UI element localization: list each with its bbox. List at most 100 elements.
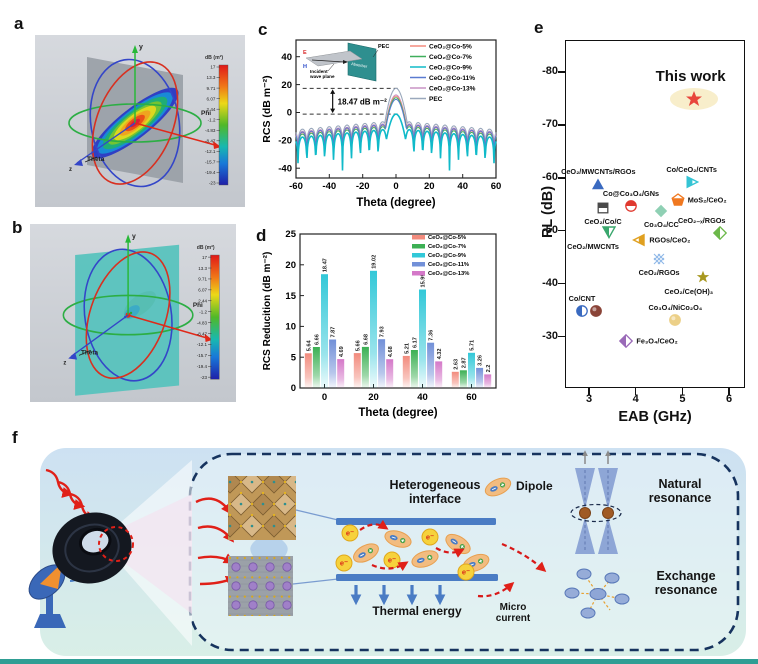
dipole-label: Dipole — [516, 479, 553, 493]
svg-text:-23: -23 — [209, 181, 216, 186]
series-line — [295, 95, 497, 150]
bar-value: 5.71 — [470, 340, 476, 351]
svg-text:CeO₂@Co-11%: CeO₂@Co-11% — [428, 262, 469, 268]
plot-frame — [565, 40, 745, 388]
svg-text:6.07: 6.07 — [198, 288, 207, 293]
radiation-pattern-3d-b: y x z Phi Theta dB (m²)1713.39.716.072.4… — [30, 224, 236, 402]
theta-label: Theta — [87, 156, 105, 163]
svg-text:13.3: 13.3 — [198, 266, 207, 271]
x-tick-label: 6 — [726, 393, 733, 405]
panel-d-label: d — [256, 226, 267, 245]
marker-circle-half-v — [576, 305, 588, 318]
dipole-icon — [384, 530, 412, 548]
svg-text:-12.1: -12.1 — [197, 342, 208, 347]
svg-text:13.3: 13.3 — [207, 75, 216, 80]
point-label: Co@Co₃O₄/GNs — [602, 189, 660, 199]
legend-item: CeO₂@Co-7% — [410, 54, 472, 61]
y-tick-label: -30 — [542, 329, 558, 342]
svg-text:20: 20 — [424, 181, 435, 192]
legend-item: CeO₂@Co-11% — [412, 262, 469, 268]
legend-item: PEC — [410, 96, 443, 103]
series-line — [295, 97, 497, 151]
svg-text:0: 0 — [393, 181, 398, 192]
bar — [361, 346, 369, 388]
svg-text:2.44: 2.44 — [207, 107, 216, 112]
svg-text:-19.4: -19.4 — [205, 170, 216, 175]
svg-text:0: 0 — [287, 108, 292, 119]
svg-text:20: 20 — [285, 260, 296, 271]
y-axis-label: y — [132, 233, 136, 240]
marker-circle-half — [625, 200, 637, 213]
svg-text:e⁻: e⁻ — [426, 533, 434, 542]
rl-eab-scatter-chart: -80 -70 -60 -50 -40 -30 3 4 5 6 EAB (GHz… — [528, 16, 758, 430]
point-label: This work — [655, 68, 726, 86]
mechanism-diagram: e⁻ e⁻ e⁻ e⁻ e⁻ — [28, 448, 746, 656]
rcs-reduction-bar-chart: 051015202505.646.6618.477.874.69205.666.… — [262, 229, 497, 419]
point-label: Co/CNT — [568, 294, 596, 304]
marker-star — [697, 270, 710, 283]
svg-text:CeO₂@Co-7%: CeO₂@Co-7% — [429, 54, 472, 61]
absorber-ring — [52, 512, 132, 584]
interface-bar-bottom — [336, 574, 498, 581]
svg-text:-23: -23 — [201, 375, 208, 380]
marker-triangle-left-half — [632, 233, 646, 247]
svg-text:10: 10 — [285, 322, 296, 333]
x-tick-label: 4 — [632, 393, 639, 405]
magnifier-beam-tint — [112, 494, 192, 614]
co-crystal-structure — [228, 556, 293, 616]
marker-star — [686, 91, 703, 107]
legend-item: CeO₂@Co-5% — [412, 235, 466, 241]
marker-pentagon-half — [671, 193, 685, 206]
svg-text:CeO₂@Co-7%: CeO₂@Co-7% — [428, 244, 466, 250]
bar — [402, 355, 410, 388]
natural-resonance-label: Natural resonance — [648, 477, 712, 505]
c-ylabel: RCS (dB m⁻²) — [261, 75, 273, 142]
bar — [459, 370, 467, 388]
colorbar-title: dB (m²) — [197, 245, 215, 251]
svg-text:-1.2: -1.2 — [199, 309, 207, 314]
bar — [312, 347, 320, 388]
micro-current-arrows — [359, 519, 547, 598]
point-label: Co/CeO₂/CNTs — [666, 165, 717, 174]
svg-text:15: 15 — [285, 291, 296, 302]
series-line — [295, 113, 497, 171]
svg-text:-40: -40 — [322, 181, 336, 192]
svg-text:e⁻: e⁻ — [388, 556, 396, 565]
svg-text:6.07: 6.07 — [207, 96, 216, 101]
bar — [321, 274, 328, 388]
connector-bottom — [292, 578, 339, 585]
dipole-legend-icon — [484, 477, 512, 497]
marker-square-half — [597, 202, 609, 214]
bar-value: 5.66 — [355, 340, 361, 351]
svg-text:CeO₂@Co-9%: CeO₂@Co-9% — [429, 65, 472, 72]
e-xlabel: EAB (GHz) — [618, 409, 692, 425]
bar — [476, 367, 484, 388]
bar-value: 7.87 — [331, 327, 337, 338]
electron-icon: e⁻ — [421, 528, 439, 546]
radiation-pattern-3d-a: y x z Phi Theta dB (m²)1713.39.716.072.4… — [35, 35, 245, 207]
bar-value: 6.66 — [315, 334, 321, 345]
svg-text:40: 40 — [457, 181, 468, 192]
bar-value: 4.32 — [437, 349, 443, 360]
panel-b-label: b — [12, 218, 23, 237]
bar — [435, 361, 443, 388]
bar — [337, 359, 345, 388]
svg-text:-15.7: -15.7 — [205, 160, 216, 165]
svg-text:9.71: 9.71 — [207, 86, 216, 91]
bar — [304, 353, 312, 388]
bar-value: 2.87 — [462, 357, 468, 368]
y-tick-label: -50 — [542, 223, 558, 236]
bar-value: 4.68 — [388, 346, 394, 357]
svg-text:-8.47: -8.47 — [205, 139, 216, 144]
point-label: MoS₂/CeO₂ — [687, 195, 727, 205]
svg-text:2.44: 2.44 — [198, 298, 207, 303]
theta-label: Theta — [81, 349, 98, 356]
bar — [386, 359, 394, 388]
legend-item: CeO₂@Co-9% — [412, 253, 466, 259]
bar-value: 18.47 — [323, 258, 329, 272]
d-ylabel: RCS Reducition (dB m⁻²) — [262, 252, 273, 371]
legend-item: CeO₂@Co-11% — [410, 75, 475, 82]
bar-value: 4.69 — [339, 346, 345, 357]
micro-current-label: Micro current — [495, 602, 531, 625]
marker-diamond-half — [712, 225, 727, 240]
